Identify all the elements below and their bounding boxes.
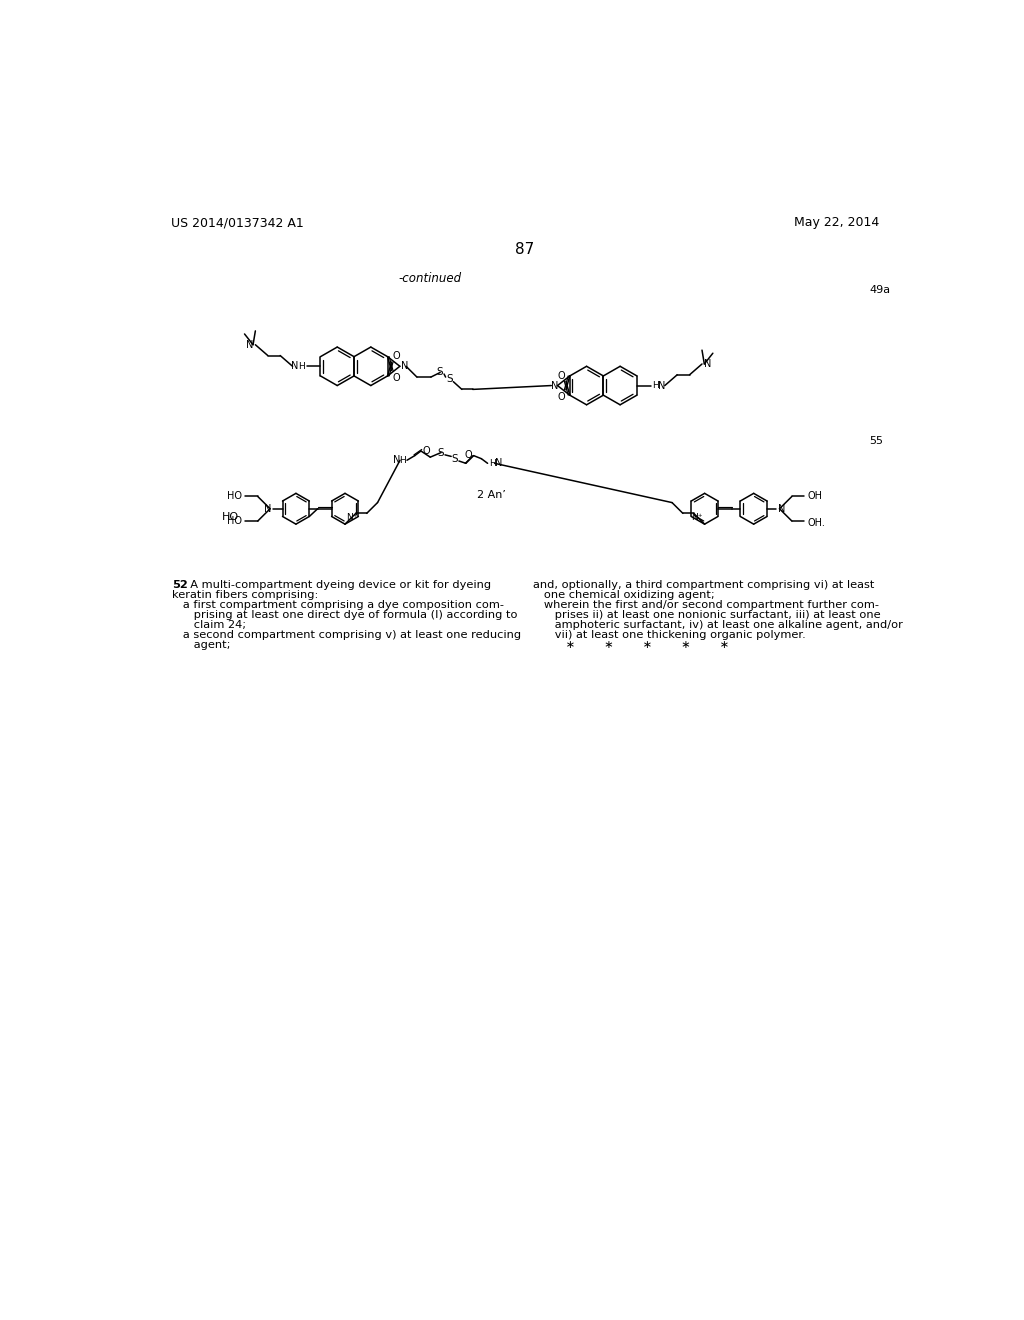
Text: claim 24;: claim 24; [172,620,247,631]
Text: wherein the first and/or second compartment further com-: wherein the first and/or second compartm… [532,601,879,610]
Text: N: N [778,504,785,513]
Text: N⁺: N⁺ [691,513,703,521]
Text: N: N [705,359,712,370]
Text: N: N [495,458,502,469]
Text: prises ii) at least one nonionic surfactant, iii) at least one: prises ii) at least one nonionic surfact… [532,610,881,620]
Text: 49a: 49a [869,285,891,296]
Text: May 22, 2014: May 22, 2014 [794,216,879,230]
Text: O: O [557,392,565,403]
Text: N: N [400,362,408,371]
Text: HO: HO [227,491,243,502]
Text: a first compartment comprising a dye composition com-: a first compartment comprising a dye com… [172,601,504,610]
Text: O: O [392,372,399,383]
Text: keratin fibers comprising:: keratin fibers comprising: [172,590,318,601]
Text: H: H [398,455,406,465]
Text: H: H [652,381,659,389]
Text: one chemical oxidizing agent;: one chemical oxidizing agent; [532,590,715,601]
Text: -continued: -continued [398,272,462,285]
Text: S: S [437,367,443,378]
Text: agent;: agent; [172,640,230,651]
Text: N: N [246,339,253,350]
Text: O: O [392,351,399,362]
Text: HO: HO [222,512,240,521]
Text: OH.: OH. [807,517,825,528]
Text: O: O [557,371,565,380]
Text: S: S [452,454,459,463]
Text: H: H [298,362,305,371]
Text: 55: 55 [869,436,884,446]
Text: US 2014/0137342 A1: US 2014/0137342 A1 [171,216,303,230]
Text: O: O [465,450,472,459]
Text: and, optionally, a third compartment comprising vi) at least: and, optionally, a third compartment com… [532,581,873,590]
Text: N: N [264,504,271,513]
Text: ∗        ∗        ∗        ∗        ∗: ∗ ∗ ∗ ∗ ∗ [532,640,729,651]
Text: amphoteric surfactant, iv) at least one alkaline agent, and/or: amphoteric surfactant, iv) at least one … [532,620,902,631]
Text: N: N [292,362,299,371]
Text: H: H [489,459,496,467]
Text: S: S [446,374,453,384]
Text: N: N [392,455,400,465]
Text: 52: 52 [172,581,188,590]
Text: 2 An’: 2 An’ [477,490,506,499]
Text: N: N [551,380,559,391]
Text: HO: HO [227,516,243,527]
Text: N: N [657,380,666,391]
Text: vii) at least one thickening organic polymer.: vii) at least one thickening organic pol… [532,631,805,640]
Text: OH: OH [807,491,822,502]
Text: prising at least one direct dye of formula (I) according to: prising at least one direct dye of formu… [172,610,518,620]
Text: N⁺: N⁺ [346,513,358,521]
Text: a second compartment comprising v) at least one reducing: a second compartment comprising v) at le… [172,631,521,640]
Text: S: S [438,447,444,458]
Text: O: O [423,446,430,455]
Text: . A multi-compartment dyeing device or kit for dyeing: . A multi-compartment dyeing device or k… [183,581,492,590]
Text: 87: 87 [515,242,535,256]
